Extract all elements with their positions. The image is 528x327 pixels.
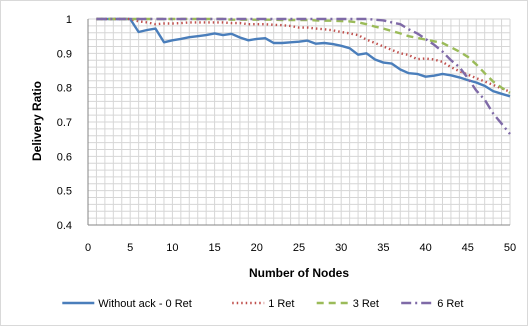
series-line-1 xyxy=(96,17,511,98)
y-tick-label: 0.9 xyxy=(57,48,72,60)
legend-label-2: 1 Ret xyxy=(268,298,294,310)
y-tick-label: 0.4 xyxy=(57,220,72,232)
x-tick-label: 20 xyxy=(251,242,263,254)
series-line-2 xyxy=(96,17,511,93)
y-tick-label: 0.6 xyxy=(57,151,72,163)
x-tick-label: 50 xyxy=(504,242,516,254)
x-tick-label: 10 xyxy=(166,242,178,254)
legend-label-3: 3 Ret xyxy=(353,298,379,310)
y-tick-label: 0.5 xyxy=(57,186,72,198)
tick-labels: 0.40.50.60.70.80.910 5 10 15 20 25 30 35 40 45 50 xyxy=(57,14,516,254)
x-tick-label: 25 xyxy=(293,242,305,254)
legend-label-4: 6 Ret xyxy=(437,298,463,310)
x-tick-label: 40 xyxy=(419,242,431,254)
x-tick-label: 45 xyxy=(462,242,474,254)
x-axis-title: Number of Nodes xyxy=(249,266,349,280)
x-tick-label: 15 xyxy=(208,242,220,254)
y-axis-title: Delivery Ratio xyxy=(30,81,44,161)
x-tick-label: 30 xyxy=(335,242,347,254)
legend: Without ack - 0 Ret 1 Ret 3 Ret 6 Ret xyxy=(62,298,463,310)
y-tick-label: 1 xyxy=(66,14,72,26)
series-layer xyxy=(96,17,511,135)
x-tick-label: 0 xyxy=(85,242,91,254)
series-line-4 xyxy=(96,17,511,135)
grid xyxy=(87,18,511,226)
axes xyxy=(87,19,510,226)
x-tick-label: 5 xyxy=(127,242,133,254)
x-tick-label: 35 xyxy=(377,242,389,254)
y-tick-label: 0.7 xyxy=(57,117,72,129)
legend-label-1: Without ack - 0 Ret xyxy=(98,298,192,310)
y-tick-label: 0.8 xyxy=(57,83,72,95)
